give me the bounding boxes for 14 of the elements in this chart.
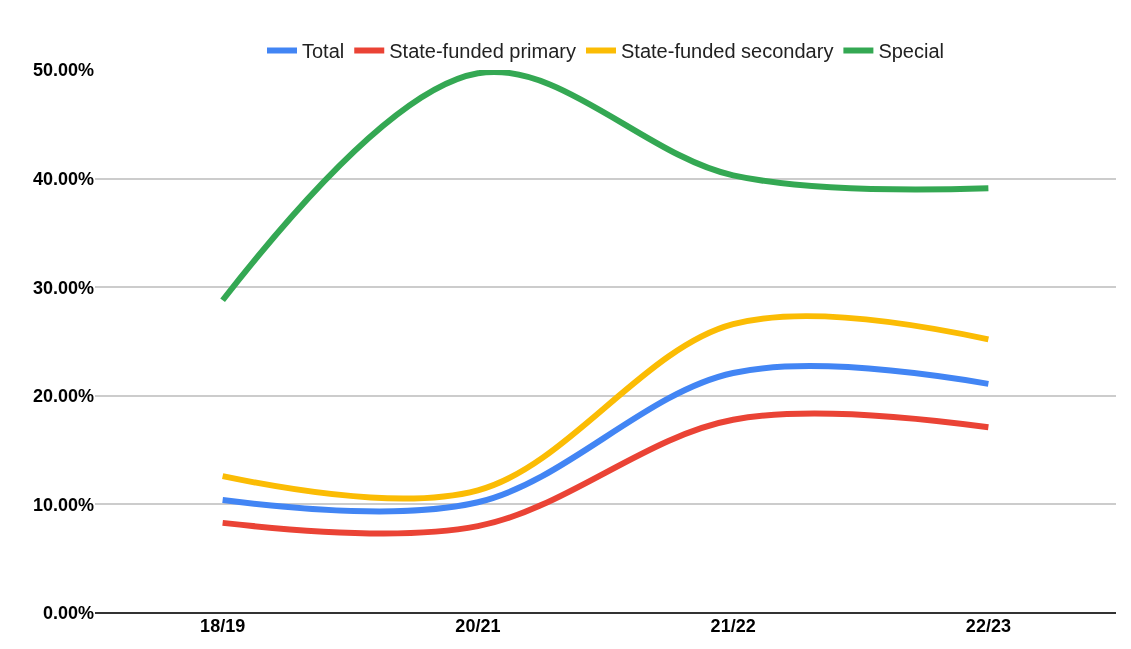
y-tick-label: 0.00%	[42, 603, 94, 624]
y-tick-label: 30.00%	[32, 277, 94, 298]
y-tick-label: 20.00%	[32, 386, 94, 407]
y-tick-label: 40.00%	[32, 168, 94, 189]
x-tick-label: 22/23	[965, 616, 1011, 636]
y-tick-label: 10.00%	[32, 494, 94, 515]
legend-label: Special	[878, 40, 944, 63]
legend-label: State-funded primary	[389, 40, 577, 63]
legend-label: Total	[302, 40, 345, 63]
legend-label: State-funded secondary	[621, 40, 834, 63]
y-tick-label: 50.00%	[32, 60, 94, 81]
x-tick-label: 18/19	[200, 616, 246, 636]
x-tick-label: 21/22	[710, 616, 756, 636]
x-tick-label: 20/21	[455, 616, 501, 636]
